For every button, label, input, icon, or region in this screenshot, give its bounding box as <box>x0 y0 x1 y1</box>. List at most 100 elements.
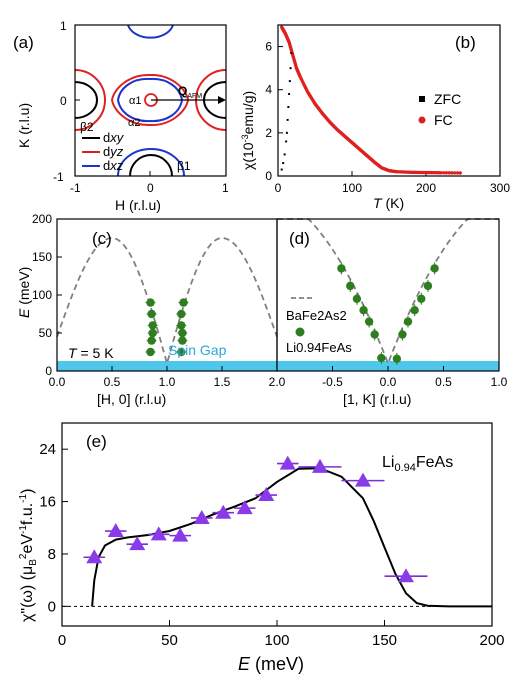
electron-pocket-bottom-blue <box>117 148 185 176</box>
electron-label-beta1: β1 <box>177 159 191 173</box>
panel-a-xtick: 1 <box>222 181 229 195</box>
data-point <box>172 527 189 542</box>
y-tick-label: 16 <box>39 494 56 511</box>
panel-e: 0 50 100 150 200 0 8 16 24 (e) Li0.94FeAs E (meV… <box>18 422 505 674</box>
panel-a: (a) 1 0 -1 -1 0 1 H (r.l.u) K (r.l.u) α1… <box>13 19 229 213</box>
x-tick-label: 0 <box>275 181 282 195</box>
x-tick-label: 150 <box>372 632 397 649</box>
legend-marker-fc <box>418 116 426 124</box>
zfc-point <box>287 105 290 108</box>
fc-point <box>439 171 443 175</box>
data-point <box>107 523 124 538</box>
data-point <box>417 294 426 303</box>
panel-d: -0.5 0.0 0.5 1.0 (d) [1, K] (r.l.u) BaFe2As… <box>276 218 508 407</box>
fc-point <box>444 171 449 175</box>
y-tick-label: 200 <box>32 212 52 226</box>
panel-a-xtick: -1 <box>70 181 81 195</box>
x-tick-label: 1.0 <box>491 375 508 389</box>
electron-pocket-top <box>127 25 174 39</box>
data-point <box>370 330 379 339</box>
data-point <box>346 281 355 291</box>
x-tick-label: 0.5 <box>435 375 452 389</box>
panel-e-xlabel: E (meV) <box>238 654 304 674</box>
hole-label-alpha1: α1 <box>129 95 141 107</box>
data-point <box>377 353 386 363</box>
y-tick-label: 6 <box>265 40 272 54</box>
temperature-annotation: T = 5 K <box>68 345 114 361</box>
data-point <box>355 472 371 487</box>
fit-curve <box>91 467 492 608</box>
electron-pocket-left <box>75 81 98 119</box>
y-tick-label: 100 <box>32 288 52 302</box>
hole-label-alpha2: α2 <box>128 117 140 129</box>
panel-a-ylabel: K (r.l.u) <box>16 103 32 148</box>
fermi-surface <box>75 25 226 176</box>
panel-c-label: (c) <box>92 229 112 248</box>
data-point <box>148 321 157 330</box>
y-tick-label: 24 <box>39 441 56 458</box>
data-point <box>148 328 157 338</box>
panel-d-points <box>337 262 439 365</box>
panel-a-xtick: 0 <box>147 181 154 195</box>
zfc-point <box>280 168 283 171</box>
zfc-point <box>285 131 288 134</box>
zfc-point <box>288 93 291 96</box>
data-point <box>312 458 328 473</box>
panel-c-ticks: 0.0 0.5 1.0 1.5 2.0 0 50 100 150 200 <box>32 212 286 389</box>
dispersion-curve-c <box>56 237 278 367</box>
panel-e-ylabel: χ"(ω) (μB2eV-1f.u.-1) <box>18 489 39 622</box>
data-point <box>403 317 413 326</box>
data-point <box>337 264 346 273</box>
data-point <box>177 321 186 330</box>
y-tick-label: 0 <box>45 364 52 378</box>
panel-a-ytick: -1 <box>53 170 64 184</box>
x-tick-label: 1.0 <box>159 375 176 389</box>
fc-series <box>280 25 462 175</box>
zfc-point <box>285 140 288 143</box>
legend-zfc: ZFC <box>434 91 461 107</box>
data-point <box>150 526 167 541</box>
electron-pocket-bottom <box>129 154 173 176</box>
data-point <box>86 549 103 564</box>
legend-dyz: dyz <box>103 144 124 159</box>
panel-b: 0 100 200 300 0 2 4 6 (b) T (K) χ(10-3emu/g) ZF… <box>240 24 510 211</box>
panel-e-ticks: 0 50 100 150 200 0 8 16 24 <box>39 441 504 649</box>
legend-li094feas: Li0.94FeAs <box>286 340 352 355</box>
data-point <box>430 264 439 273</box>
y-tick-label: 0 <box>265 169 272 183</box>
data-point <box>352 294 362 303</box>
fc-point <box>452 171 457 175</box>
x-tick-label: 200 <box>479 632 504 649</box>
panel-a-ytick: 0 <box>60 94 67 108</box>
panel-b-frame <box>277 24 501 177</box>
legend-dxy: dxy <box>103 130 125 145</box>
x-tick-label: 1.5 <box>214 375 231 389</box>
y-tick-label: 2 <box>265 126 272 140</box>
panel-e-points <box>83 455 428 583</box>
dispersion-curve-d <box>277 218 499 366</box>
data-point <box>423 281 433 291</box>
x-tick-label: 200 <box>416 181 436 195</box>
spin-gap-label: Spin Gap <box>168 342 227 358</box>
data-point <box>236 500 253 515</box>
zfc-point <box>289 67 292 70</box>
panel-b-label: (b) <box>455 33 476 52</box>
zfc-series <box>280 52 293 171</box>
panel-d-xlabel: [1, K] (r.l.u) <box>343 391 411 407</box>
x-tick-label: 100 <box>342 181 362 195</box>
data-point <box>146 347 155 357</box>
legend-marker-zfc <box>419 96 425 102</box>
electron-label-beta2: β2 <box>80 120 94 134</box>
data-point <box>146 298 155 307</box>
x-tick-label: 0.0 <box>380 375 397 389</box>
hole-pocket-outer <box>110 73 190 127</box>
y-tick-label: 0 <box>48 598 56 615</box>
data-point <box>279 455 296 470</box>
data-point <box>178 328 187 338</box>
panel-d-ticks: -0.5 0.0 0.5 1.0 <box>322 366 508 389</box>
legend-marker-li094feas <box>295 327 305 337</box>
panel-b-ylabel: χ(10-3emu/g) <box>240 91 256 170</box>
x-tick-label: 100 <box>264 632 289 649</box>
x-tick-label: 300 <box>490 181 510 195</box>
